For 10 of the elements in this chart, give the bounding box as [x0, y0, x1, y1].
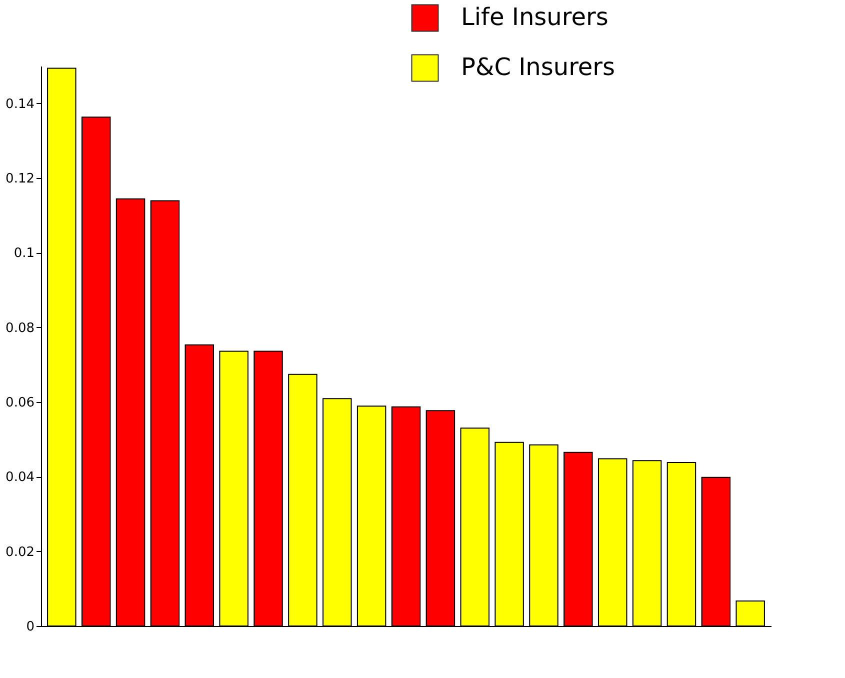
y-tick-label: 0.02 — [6, 544, 34, 560]
legend-label: P&C Insurers — [461, 53, 616, 81]
y-tick-label: 0.06 — [6, 396, 34, 410]
y-tick-label: 0.1 — [14, 246, 34, 262]
y-tick-label: 0.14 — [6, 96, 34, 112]
y-tick-label: 0.04 — [6, 470, 34, 486]
y-tick-label: 0 — [26, 620, 34, 634]
y-tick-label: 0.12 — [6, 172, 34, 186]
y-tick-label: 0.08 — [6, 320, 34, 336]
legend-label: Life Insurers — [461, 3, 608, 31]
